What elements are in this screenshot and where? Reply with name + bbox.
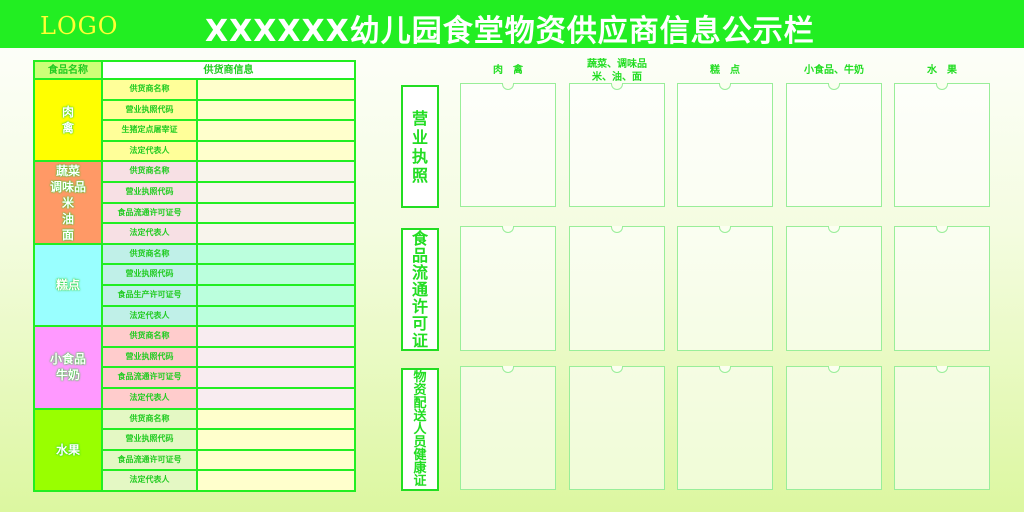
row-label: 物 资 配 送 人 员 健 康 证 bbox=[401, 368, 439, 491]
pocket-notch bbox=[936, 226, 948, 233]
pocket-notch bbox=[611, 226, 623, 233]
pocket-notch bbox=[502, 226, 514, 233]
pocket-notch bbox=[611, 366, 623, 373]
field-value[interactable] bbox=[198, 471, 354, 492]
field-label: 食品流通许可证号 bbox=[103, 368, 198, 389]
document-pocket bbox=[677, 226, 773, 351]
field-value[interactable] bbox=[198, 347, 354, 369]
document-pocket bbox=[460, 226, 556, 351]
field-value[interactable] bbox=[198, 80, 354, 101]
document-pocket bbox=[786, 226, 882, 351]
header-supplier-info: 供货商信息 bbox=[103, 62, 354, 80]
field-value[interactable] bbox=[198, 306, 354, 328]
field-label: 供货商名称 bbox=[103, 327, 198, 348]
document-pocket bbox=[569, 83, 665, 207]
field-value[interactable] bbox=[198, 286, 354, 307]
field-value[interactable] bbox=[198, 203, 354, 225]
field-label: 营业执照代码 bbox=[103, 265, 198, 286]
supplier-table: 食品名称 供货商信息 肉 禽供货商名称 营业执照代码 生猪定点屠宰证 法定代表人 蔬菜 … bbox=[33, 60, 356, 492]
field-label: 法定代表人 bbox=[103, 306, 198, 328]
field-label: 法定代表人 bbox=[103, 224, 198, 245]
field-value[interactable] bbox=[198, 409, 354, 431]
field-value[interactable] bbox=[198, 430, 354, 451]
document-pocket bbox=[569, 226, 665, 351]
document-pocket bbox=[569, 366, 665, 490]
field-label: 营业执照代码 bbox=[103, 183, 198, 204]
field-value[interactable] bbox=[198, 162, 354, 183]
document-pocket bbox=[894, 366, 990, 490]
field-label: 营业执照代码 bbox=[103, 100, 198, 122]
pocket-notch bbox=[936, 366, 948, 373]
field-value[interactable] bbox=[198, 265, 354, 286]
document-pocket bbox=[677, 366, 773, 490]
field-label: 法定代表人 bbox=[103, 471, 198, 492]
column-header: 肉 禽 bbox=[493, 65, 523, 76]
field-label: 食品生产许可证号 bbox=[103, 286, 198, 307]
field-value[interactable] bbox=[198, 224, 354, 245]
pocket-notch bbox=[828, 226, 840, 233]
column-header: 小食品、牛奶 bbox=[804, 65, 864, 76]
column-header: 糕 点 bbox=[710, 65, 740, 76]
column-header: 蔬菜、调味品 米、油、面 bbox=[587, 59, 647, 83]
field-value[interactable] bbox=[198, 141, 354, 163]
pocket-notch bbox=[611, 83, 623, 90]
category-cell: 蔬菜 调味品 米 油 面 bbox=[35, 162, 103, 245]
column-header: 水 果 bbox=[927, 65, 957, 76]
category-cell: 小食品 牛奶 bbox=[35, 327, 103, 410]
pocket-notch bbox=[828, 83, 840, 90]
field-label: 营业执照代码 bbox=[103, 347, 198, 369]
category-cell: 水果 bbox=[35, 409, 103, 492]
field-value[interactable] bbox=[198, 368, 354, 389]
pocket-notch bbox=[719, 366, 731, 373]
page-title: XXXXXX幼儿园食堂物资供应商信息公示栏 bbox=[205, 14, 815, 49]
pocket-notch bbox=[719, 83, 731, 90]
row-label: 食 品 流 通 许 可 证 bbox=[401, 228, 439, 351]
field-label: 食品流通许可证号 bbox=[103, 203, 198, 225]
field-label: 营业执照代码 bbox=[103, 430, 198, 451]
category-cell: 肉 禽 bbox=[35, 80, 103, 163]
document-pocket bbox=[894, 83, 990, 207]
field-value[interactable] bbox=[198, 121, 354, 142]
field-label: 食品流通许可证号 bbox=[103, 450, 198, 472]
field-label: 生猪定点屠宰证 bbox=[103, 121, 198, 142]
field-value[interactable] bbox=[198, 327, 354, 348]
field-value[interactable] bbox=[198, 183, 354, 204]
field-value[interactable] bbox=[198, 100, 354, 122]
pocket-notch bbox=[502, 366, 514, 373]
row-label: 营 业 执 照 bbox=[401, 85, 439, 208]
logo: LOGO bbox=[40, 12, 119, 40]
field-label: 供货商名称 bbox=[103, 409, 198, 431]
document-pocket bbox=[786, 83, 882, 207]
category-cell: 糕点 bbox=[35, 244, 103, 328]
document-pocket bbox=[894, 226, 990, 351]
field-label: 法定代表人 bbox=[103, 389, 198, 410]
field-label: 法定代表人 bbox=[103, 141, 198, 163]
pocket-notch bbox=[502, 83, 514, 90]
pocket-notch bbox=[936, 83, 948, 90]
field-label: 供货商名称 bbox=[103, 244, 198, 266]
header-food-name: 食品名称 bbox=[35, 62, 103, 80]
field-value[interactable] bbox=[198, 389, 354, 410]
document-pocket bbox=[677, 83, 773, 207]
document-pocket bbox=[786, 366, 882, 490]
field-value[interactable] bbox=[198, 450, 354, 472]
pocket-notch bbox=[719, 226, 731, 233]
document-pocket bbox=[460, 83, 556, 207]
field-label: 供货商名称 bbox=[103, 80, 198, 101]
field-label: 供货商名称 bbox=[103, 162, 198, 183]
pocket-notch bbox=[828, 366, 840, 373]
title-bar: LOGO XXXXXX幼儿园食堂物资供应商信息公示栏 bbox=[0, 0, 1024, 49]
field-value[interactable] bbox=[198, 244, 354, 266]
document-pocket bbox=[460, 366, 556, 490]
